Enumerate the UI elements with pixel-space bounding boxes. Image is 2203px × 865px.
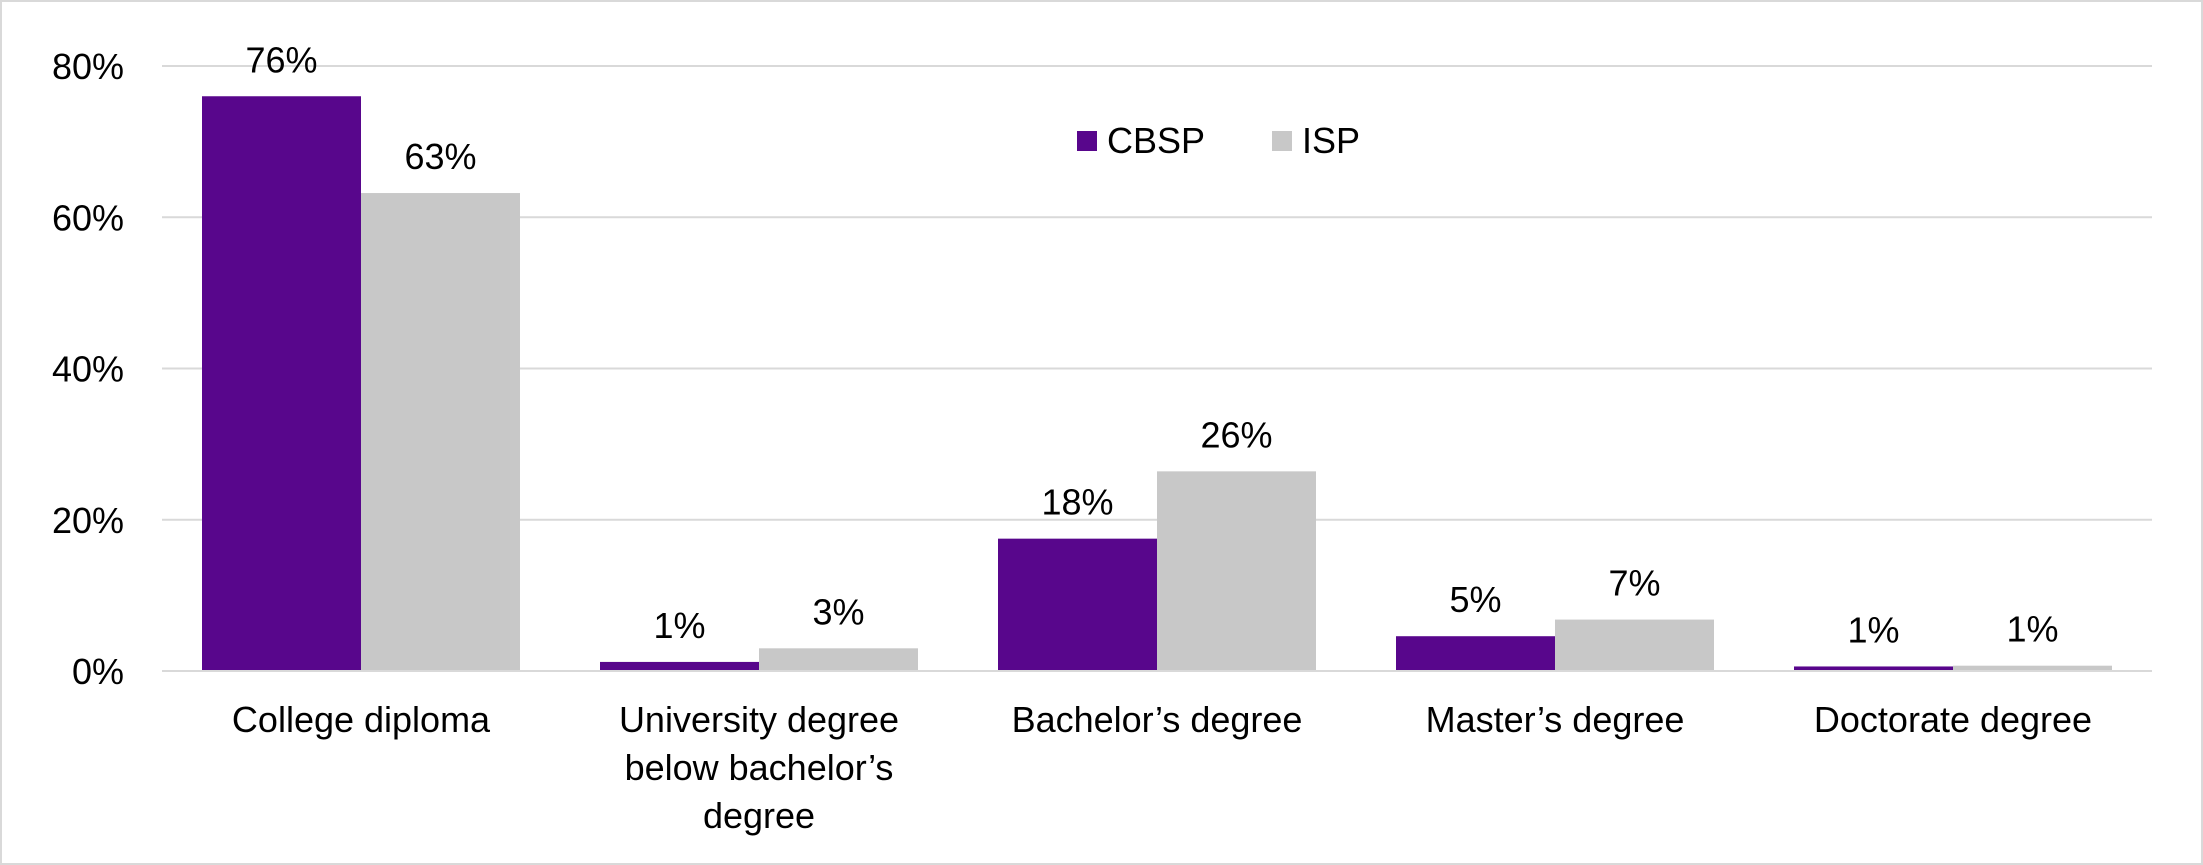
bar-cbsp	[998, 538, 1157, 671]
bar-cbsp	[1794, 666, 1953, 671]
bars	[202, 96, 2112, 672]
bar-isp	[759, 648, 918, 671]
category-label: Bachelor’s degree	[1012, 699, 1303, 740]
bar-cbsp	[600, 661, 759, 671]
data-label: 63%	[404, 136, 476, 177]
category-label-line: College diploma	[232, 699, 491, 740]
data-label: 1%	[653, 605, 705, 646]
data-label: 1%	[2006, 609, 2058, 650]
category-label-line: Master’s degree	[1426, 699, 1685, 740]
legend-swatch-cbsp	[1077, 131, 1097, 151]
y-tick-label: 40%	[52, 349, 124, 390]
data-label: 18%	[1041, 482, 1113, 523]
category-labels: College diploma University degree below ba…	[232, 699, 2092, 836]
legend-label-cbsp: CBSP	[1107, 120, 1205, 161]
bar-cbsp	[1396, 636, 1555, 671]
legend-swatch-isp	[1272, 131, 1292, 151]
category-label: University degree below bachelor’s degree	[619, 699, 899, 836]
category-label-line: Doctorate degree	[1814, 699, 2092, 740]
y-tick-label: 0%	[72, 651, 124, 692]
data-label: 1%	[1847, 609, 1899, 650]
category-label: Doctorate degree	[1814, 699, 2092, 740]
category-label-line: degree	[703, 795, 815, 836]
bar-cbsp	[202, 96, 361, 671]
y-axis-tick-labels: 0% 20% 40% 60% 80%	[52, 46, 124, 692]
bar-isp	[361, 193, 520, 672]
category-label-line: Bachelor’s degree	[1012, 699, 1303, 740]
category-label-line: University degree	[619, 699, 899, 740]
bar-isp	[1953, 665, 2112, 671]
data-labels: 76% 1% 18% 5% 1% 63% 3% 26% 7% 1%	[245, 39, 2058, 650]
data-label: 5%	[1449, 579, 1501, 620]
data-label: 76%	[245, 39, 317, 80]
bar-isp	[1555, 619, 1714, 671]
legend-label-isp: ISP	[1302, 120, 1360, 161]
data-label: 3%	[812, 591, 864, 632]
y-tick-label: 60%	[52, 197, 124, 238]
data-label: 7%	[1608, 563, 1660, 604]
y-tick-label: 80%	[52, 46, 124, 87]
data-label: 26%	[1200, 414, 1272, 455]
bar-isp	[1157, 471, 1316, 671]
category-label: College diploma	[232, 699, 491, 740]
legend: CBSP ISP	[1077, 120, 1360, 161]
category-label-line: below bachelor’s	[625, 747, 894, 788]
y-tick-label: 20%	[52, 500, 124, 541]
category-label: Master’s degree	[1426, 699, 1685, 740]
